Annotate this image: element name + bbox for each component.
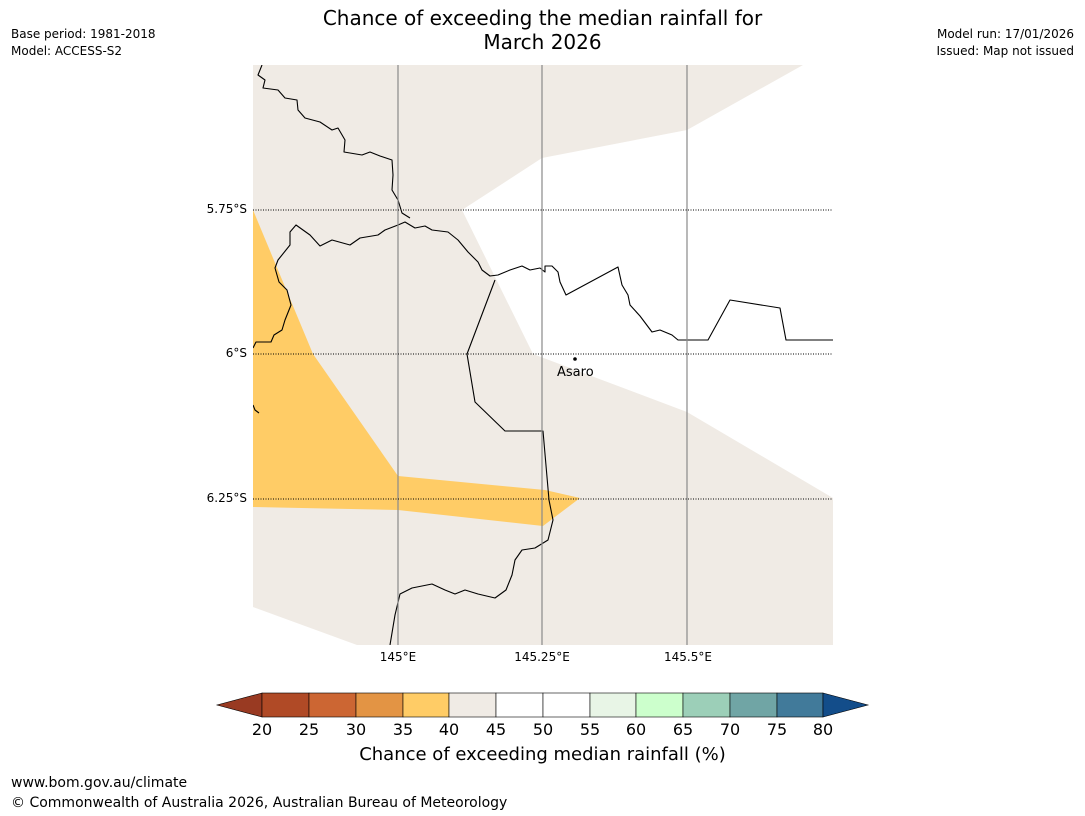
colorbar-bin-30-35 <box>355 692 404 718</box>
map-title-line2: March 2026 <box>483 30 602 54</box>
colorbar-bin-75-80 <box>776 692 824 718</box>
lon-label-145-5: 145.5°E <box>664 650 712 664</box>
map-title-line1: Chance of exceeding the median rainfall … <box>322 6 763 30</box>
lon-label-145-25: 145.25°E <box>514 650 570 664</box>
rainfall-map <box>253 65 833 645</box>
colorbar-bin-50-55 <box>542 692 591 718</box>
colorbar-tick-75: 75 <box>766 720 788 739</box>
colorbar-tick-20: 20 <box>251 720 273 739</box>
colorbar-bin-60-65 <box>635 692 684 718</box>
colorbar-tick-35: 35 <box>392 720 414 739</box>
coastline-west-fragment <box>253 404 260 414</box>
colorbar-tick-80: 80 <box>812 720 834 739</box>
colorbar-bin-40-45 <box>448 692 497 718</box>
colorbar-tick-70: 70 <box>719 720 741 739</box>
colorbar-bin-45-50 <box>495 692 544 718</box>
colorbar-tick-40: 40 <box>438 720 460 739</box>
model-run-text: Model run: 17/01/2026 <box>936 27 1074 41</box>
colorbar-tick-60: 60 <box>625 720 647 739</box>
colorbar-tick-45: 45 <box>485 720 507 739</box>
place-label-asaro: Asaro <box>557 365 594 380</box>
issued-text: Issued: Map not issued <box>936 44 1074 58</box>
region-40-45 <box>253 65 833 645</box>
colorbar-bin-70-75 <box>729 692 778 718</box>
colorbar <box>215 692 870 718</box>
base-period-text: Base period: 1981-2018 <box>11 27 156 41</box>
colorbar-label: Chance of exceeding median rainfall (%) <box>359 744 726 765</box>
colorbar-bin-55-60 <box>589 692 637 718</box>
colorbar-bin-35-40 <box>402 692 450 718</box>
map-title: Chance of exceeding the median rainfall … <box>0 6 1085 54</box>
asaro-marker <box>573 357 577 361</box>
colorbar-tick-50: 50 <box>532 720 554 739</box>
lat-label-6: 6°S <box>225 346 247 360</box>
model-text: Model: ACCESS-S2 <box>11 44 123 58</box>
footer-copyright: © Commonwealth of Australia 2026, Austra… <box>11 795 508 811</box>
colorbar-tick-55: 55 <box>579 720 601 739</box>
region-35-40 <box>253 210 580 526</box>
lon-label-145: 145°E <box>379 650 417 664</box>
lat-label-6-25: 6.25°S <box>206 491 247 505</box>
colorbar-extend-high <box>822 692 870 718</box>
colorbar-tick-30: 30 <box>345 720 367 739</box>
coastline-main <box>253 221 833 349</box>
colorbar-extend-low <box>215 692 263 718</box>
meta-right: Model run: 17/01/2026 Issued: Map not is… <box>936 26 1074 60</box>
coastline-north <box>257 65 411 219</box>
colorbar-bin-25-30 <box>308 692 357 718</box>
lat-label-5-75: 5.75°S <box>206 202 247 216</box>
colorbar-tick-65: 65 <box>672 720 694 739</box>
colorbar-bin-20-25 <box>261 692 310 718</box>
footer-url[interactable]: www.bom.gov.au/climate <box>11 775 188 791</box>
colorbar-tick-25: 25 <box>298 720 320 739</box>
meta-left: Base period: 1981-2018 Model: ACCESS-S2 <box>11 26 156 60</box>
colorbar-bin-65-70 <box>682 692 731 718</box>
province-border <box>389 279 554 645</box>
